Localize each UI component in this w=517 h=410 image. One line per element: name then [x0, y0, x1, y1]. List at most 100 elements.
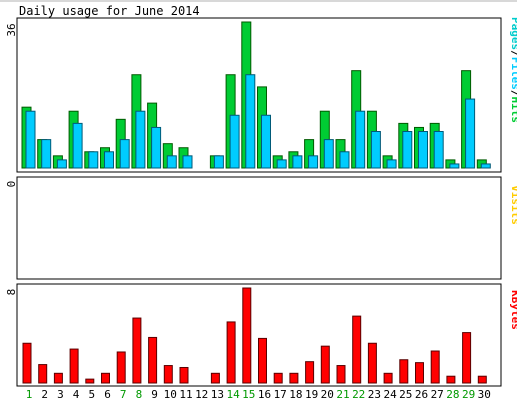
- bar-files-day-21: [339, 151, 350, 169]
- bar-kbytes-day-16: [258, 337, 267, 384]
- day-label-16: 16: [258, 388, 271, 401]
- bar-files-day-26: [418, 131, 428, 169]
- day-label-30: 30: [478, 388, 491, 401]
- day-label-24: 24: [383, 388, 397, 401]
- bar-files-day-29: [465, 98, 476, 169]
- bar-kbytes-day-24: [383, 372, 393, 384]
- bar-kbytes-day-5: [85, 378, 95, 384]
- bar-files-day-28: [449, 163, 460, 169]
- day-label-25: 25: [399, 388, 412, 401]
- panel-frame-visits: [16, 176, 502, 280]
- day-label-28: 28: [446, 388, 459, 401]
- chart-marks: 1 2 3 4 5 6 7 8 9 10 11 12 13 14 15 16 17 18 19 20 21 22 23 24 2…: [21, 21, 491, 401]
- day-label-1: 1: [26, 388, 33, 401]
- bar-files-day-16: [261, 114, 271, 169]
- day-label-10: 10: [164, 388, 177, 401]
- bar-files-day-1: [25, 110, 36, 169]
- day-label-15: 15: [242, 388, 255, 401]
- ymax-label-visits: 0: [5, 181, 18, 188]
- bar-kbytes-day-1: [22, 342, 32, 384]
- bar-kbytes-day-18: [289, 372, 299, 384]
- day-label-14: 14: [226, 388, 240, 401]
- bar-kbytes-day-3: [53, 372, 63, 384]
- day-label-6: 6: [104, 388, 111, 401]
- ylabel-part-pages: Pages: [509, 17, 517, 50]
- bar-kbytes-day-28: [446, 375, 456, 384]
- bar-kbytes-day-20: [320, 345, 330, 384]
- bar-kbytes-day-8: [132, 317, 142, 384]
- ylabel-separator: /: [509, 50, 517, 57]
- bar-kbytes-day-10: [163, 365, 173, 384]
- day-label-22: 22: [352, 388, 365, 401]
- bar-files-day-20: [323, 139, 334, 169]
- bar-kbytes-day-29: [462, 332, 472, 384]
- bar-kbytes-day-22: [352, 315, 362, 384]
- day-label-20: 20: [321, 388, 334, 401]
- day-label-4: 4: [73, 388, 80, 401]
- ymax-label-kbytes: 8: [5, 289, 18, 296]
- bar-files-day-11: [182, 155, 193, 169]
- bar-files-day-2: [41, 139, 52, 169]
- bar-files-day-5: [88, 151, 99, 169]
- bar-files-day-22: [355, 110, 366, 169]
- bar-files-day-9: [151, 126, 162, 169]
- bar-files-day-18: [292, 155, 303, 169]
- bar-kbytes-day-7: [116, 351, 126, 384]
- bar-files-day-19: [308, 155, 319, 169]
- day-label-11: 11: [179, 388, 192, 401]
- bar-files-day-30: [480, 163, 491, 169]
- day-label-23: 23: [368, 388, 381, 401]
- ylabel-visits: Visits: [509, 185, 517, 225]
- bar-files-day-4: [72, 122, 83, 169]
- day-label-7: 7: [120, 388, 127, 401]
- bar-files-day-24: [386, 159, 397, 169]
- bar-kbytes-day-27: [430, 350, 440, 384]
- bar-files-day-17: [276, 159, 287, 169]
- bar-kbytes-day-23: [367, 342, 377, 384]
- day-label-18: 18: [289, 388, 302, 401]
- bar-files-day-15: [245, 74, 256, 169]
- bar-kbytes-day-30: [477, 375, 487, 384]
- bar-kbytes-day-11: [179, 366, 189, 384]
- bar-kbytes-day-13: [210, 372, 220, 384]
- bar-files-day-25: [402, 131, 413, 169]
- bar-files-day-27: [433, 131, 444, 169]
- ymax-label-pages-files-hits: 36: [5, 23, 18, 36]
- bar-files-day-6: [104, 151, 114, 169]
- day-label-8: 8: [136, 388, 143, 401]
- bar-kbytes-day-9: [148, 336, 158, 384]
- bar-kbytes-day-21: [336, 365, 346, 384]
- bar-kbytes-day-26: [415, 362, 424, 384]
- ylabel-pages-files-hits: Pages/Files/Hits: [509, 17, 517, 123]
- day-label-12: 12: [195, 388, 208, 401]
- bar-files-day-7: [119, 139, 130, 169]
- ylabel-part-hits: Hits: [509, 97, 517, 124]
- bar-kbytes-day-6: [101, 372, 110, 384]
- day-label-13: 13: [211, 388, 224, 401]
- chart-title: Daily usage for June 2014: [19, 4, 200, 18]
- day-label-26: 26: [415, 388, 428, 401]
- bar-files-day-8: [135, 110, 146, 169]
- bar-kbytes-day-14: [226, 321, 236, 384]
- bar-kbytes-day-2: [38, 364, 48, 384]
- day-label-17: 17: [274, 388, 287, 401]
- ylabel-separator: /: [509, 90, 517, 97]
- bar-files-day-10: [166, 155, 177, 169]
- day-label-9: 9: [151, 388, 158, 401]
- day-label-21: 21: [336, 388, 349, 401]
- day-label-27: 27: [431, 388, 444, 401]
- bar-kbytes-day-15: [242, 287, 252, 384]
- ylabel-kbytes: KBytes: [509, 290, 517, 330]
- bar-files-day-14: [229, 114, 240, 169]
- ylabel-part-files: Files: [509, 57, 517, 90]
- day-label-2: 2: [41, 388, 48, 401]
- bar-kbytes-day-4: [69, 348, 79, 384]
- day-label-5: 5: [88, 388, 95, 401]
- day-label-3: 3: [57, 388, 64, 401]
- bar-kbytes-day-17: [273, 372, 283, 384]
- day-label-19: 19: [305, 388, 318, 401]
- bar-kbytes-day-25: [399, 359, 409, 384]
- bar-files-day-3: [56, 159, 67, 169]
- day-label-29: 29: [462, 388, 475, 401]
